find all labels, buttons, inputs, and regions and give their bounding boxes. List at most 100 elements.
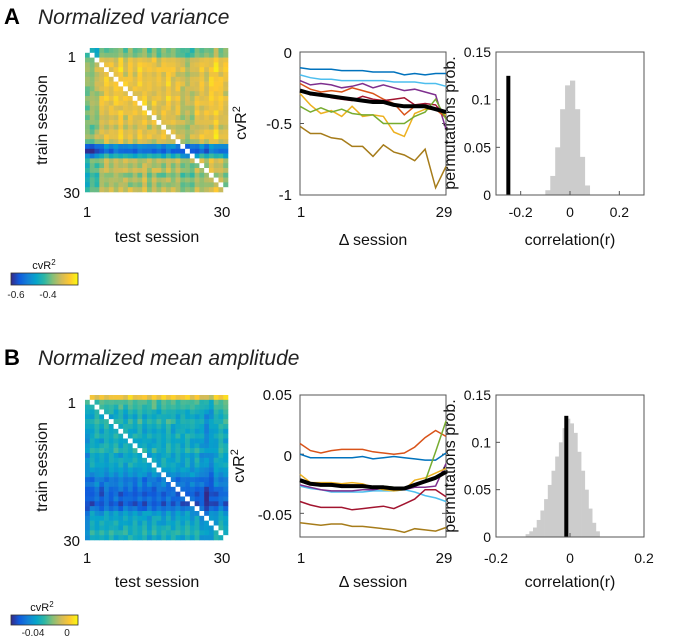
heatmap-cell: [180, 81, 186, 87]
heatmap-cell: [170, 96, 176, 102]
heatmap-cell: [218, 129, 224, 135]
heatmap-cell: [170, 158, 176, 164]
heatmap-cell: [189, 525, 195, 531]
heatmap-cell: [189, 153, 195, 159]
heatmap-cell: [108, 395, 114, 401]
heatmap-cell: [189, 115, 195, 121]
heatmap-cell: [132, 52, 138, 58]
heatmap-cell: [132, 100, 138, 106]
heatmap-cell: [89, 62, 95, 68]
heatmap-cell: [213, 433, 219, 439]
heatmap-cell: [142, 163, 148, 169]
heatmap-cell: [223, 433, 229, 439]
heatmap-cell: [218, 100, 224, 106]
heatmap-cell: [204, 62, 210, 68]
heatmap-cell: [113, 115, 119, 121]
heatmap-cell: [161, 482, 167, 488]
heatmap-cell: [89, 409, 95, 415]
heatmap-cell: [142, 96, 148, 102]
heatmap-cell: [213, 477, 219, 483]
heatmap-cell: [118, 139, 124, 145]
heatmap-cell: [94, 457, 100, 463]
heatmap-cell: [199, 105, 205, 111]
heatmap-cell: [99, 187, 105, 193]
series-line: [299, 522, 447, 534]
heatmap-cell: [185, 535, 191, 541]
heatmap-cell: [189, 172, 195, 178]
heatmap-cell: [170, 81, 176, 87]
heatmap-cell: [213, 395, 219, 401]
heatmap-cell: [185, 81, 191, 87]
heatmap-cell: [104, 428, 110, 434]
heatmap-cell: [113, 57, 119, 63]
heatmap-cell: [151, 501, 157, 507]
heatmap-cell: [94, 177, 100, 183]
heatmap-cell: [189, 67, 195, 73]
heatmap-cell: [223, 399, 229, 405]
heatmap-cell: [94, 535, 100, 541]
heatmap-cell: [218, 91, 224, 97]
heatmap-cell: [194, 409, 200, 415]
heatmap-cell: [194, 520, 200, 526]
xtick-label: 1: [297, 550, 305, 567]
heatmap-cell: [132, 105, 138, 111]
heatmap-cell: [108, 399, 114, 405]
heatmap-cell: [161, 530, 167, 536]
heatmap-cell: [175, 124, 181, 130]
ytick-label: 0.15: [464, 387, 491, 403]
heatmap-cell: [99, 163, 105, 169]
heatmap-cell: [156, 177, 162, 183]
heatmap-cell: [89, 129, 95, 135]
heatmap-cell: [108, 144, 114, 150]
heatmap-cell: [113, 182, 119, 188]
heatmap-cell: [204, 144, 210, 150]
heatmap-cell: [137, 110, 143, 116]
heatmap-cell: [99, 129, 105, 135]
heatmap-cell: [89, 115, 95, 121]
heatmap-cell: [94, 57, 100, 63]
heatmap-cell: [89, 110, 95, 116]
heatmap-cell: [146, 129, 153, 135]
heatmap-cell: [194, 168, 200, 174]
heatmap-cell: [146, 477, 153, 483]
heatmap-cell: [194, 91, 200, 97]
heatmap-cell: [127, 520, 133, 526]
heatmap-cell: [89, 67, 95, 73]
heatmap-cell: [104, 525, 110, 531]
heatmap-cell: [170, 115, 176, 121]
heatmap-cell: [170, 120, 176, 126]
heatmap-cell: [108, 158, 114, 164]
heatmap-cell: [189, 158, 195, 164]
heatmap-cell: [161, 428, 167, 434]
heatmap-cell: [151, 105, 157, 111]
heatmap-cell: [166, 462, 172, 468]
heatmap-cell: [146, 134, 153, 140]
heatmap-cell: [194, 177, 200, 183]
heatmap-cell: [189, 467, 195, 473]
heatmap-cell: [166, 433, 172, 439]
heatmap-cell: [180, 443, 186, 449]
heatmap-cell: [94, 424, 100, 430]
heatmap-cell: [94, 419, 100, 425]
heatmap-cell: [99, 424, 105, 430]
heatmap-cell: [151, 428, 157, 434]
heatmap-cell: [156, 472, 162, 478]
heatmap-cell: [146, 139, 153, 145]
heatmap-cell: [223, 139, 229, 145]
heatmap-cell: [146, 433, 153, 439]
heatmap-cell: [161, 399, 167, 405]
heatmap-cell: [185, 134, 191, 140]
heatmap-cell: [194, 48, 200, 54]
heatmap-cell: [166, 153, 172, 159]
heatmap-cell: [123, 506, 129, 512]
heatmap-cell: [170, 86, 176, 92]
heatmap-cell: [108, 472, 114, 478]
heatmap-cell: [180, 105, 186, 111]
heatmap-cell: [194, 525, 200, 531]
heatmap-cell: [170, 433, 176, 439]
heatmap-cell: [85, 482, 91, 488]
heatmap-cell: [223, 105, 229, 111]
heatmap-cell: [142, 453, 148, 459]
heatmap-cell: [199, 115, 205, 121]
heatmap-cell: [146, 409, 153, 415]
